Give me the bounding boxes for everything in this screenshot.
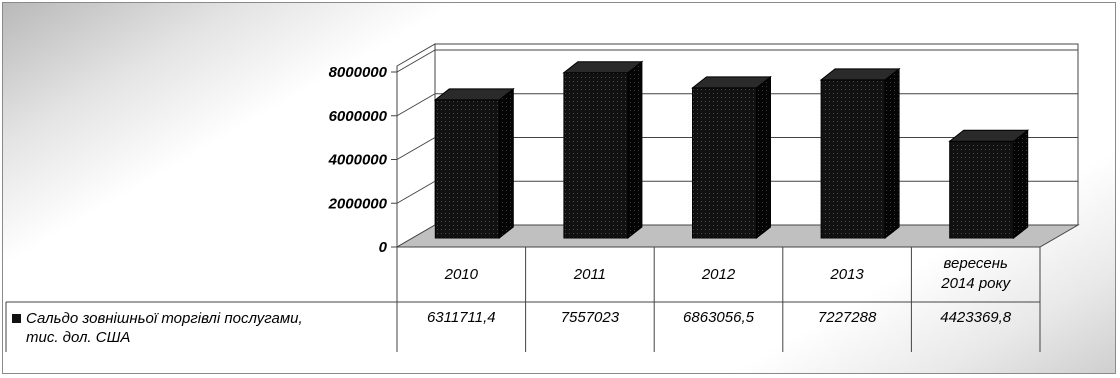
x-category-label: 2010 xyxy=(444,266,479,283)
bar-top xyxy=(691,76,772,89)
bar-top xyxy=(562,61,644,74)
bar-side xyxy=(627,60,643,240)
x-category-label-line: 2011 xyxy=(573,266,606,283)
legend-series-name: Сальдо зовнішньої торгівлі послугами, тис… xyxy=(26,310,303,346)
x-category-label-line: вересень xyxy=(944,255,1008,272)
bar-side xyxy=(756,75,771,240)
data-value-label: 6311711,4 xyxy=(427,309,496,326)
y-tick-label: 2000000 xyxy=(328,195,388,212)
bar-2 xyxy=(691,75,772,240)
y-tick-label: 0 xyxy=(379,239,388,256)
bar-top xyxy=(948,129,1030,142)
bar-0 xyxy=(433,87,515,240)
x-category-label-line: 2014 року xyxy=(940,275,1011,292)
bar-front xyxy=(692,87,757,239)
x-category-label-line: 2012 xyxy=(701,266,736,283)
bar-top xyxy=(433,88,515,101)
side-wall xyxy=(396,43,436,248)
legend-swatch xyxy=(12,314,21,323)
data-value-label: 7557023 xyxy=(561,309,620,326)
bar-1 xyxy=(562,60,644,240)
bar-front xyxy=(434,99,500,239)
bar-front xyxy=(820,79,886,239)
gridline-side xyxy=(396,49,436,73)
x-category-label: 2011 xyxy=(573,266,606,283)
legend-series-name-line: тис. дол. США xyxy=(26,329,130,346)
bar-side xyxy=(1013,129,1029,240)
gridline-side xyxy=(396,137,436,160)
y-tick-label: 8000000 xyxy=(329,64,388,81)
bar-top xyxy=(819,68,901,81)
y-tick-label: 6000000 xyxy=(329,108,388,125)
bar-front xyxy=(563,72,629,239)
bar-side xyxy=(884,67,900,240)
x-category-label-line: 2013 xyxy=(829,266,864,283)
data-value-label: 6863056,5 xyxy=(683,309,755,326)
gridline-side xyxy=(396,93,436,117)
bar-4 xyxy=(948,129,1030,240)
x-category-label: 2013 xyxy=(829,266,864,283)
data-value-label: 4423369,8 xyxy=(940,309,1012,326)
legend-series-name-line: Сальдо зовнішньої торгівлі послугами, xyxy=(26,310,303,327)
bar-side xyxy=(498,87,514,240)
gridline-side xyxy=(396,180,436,204)
y-tick-label: 4000000 xyxy=(328,152,388,169)
x-category-label: 2012 xyxy=(701,266,736,283)
x-category-label: вересень 2014 року xyxy=(940,255,1011,292)
bar-3 xyxy=(819,67,901,240)
x-category-label-line: 2010 xyxy=(444,266,479,283)
bar-front xyxy=(949,140,1015,239)
data-value-label: 7227288 xyxy=(818,309,877,326)
